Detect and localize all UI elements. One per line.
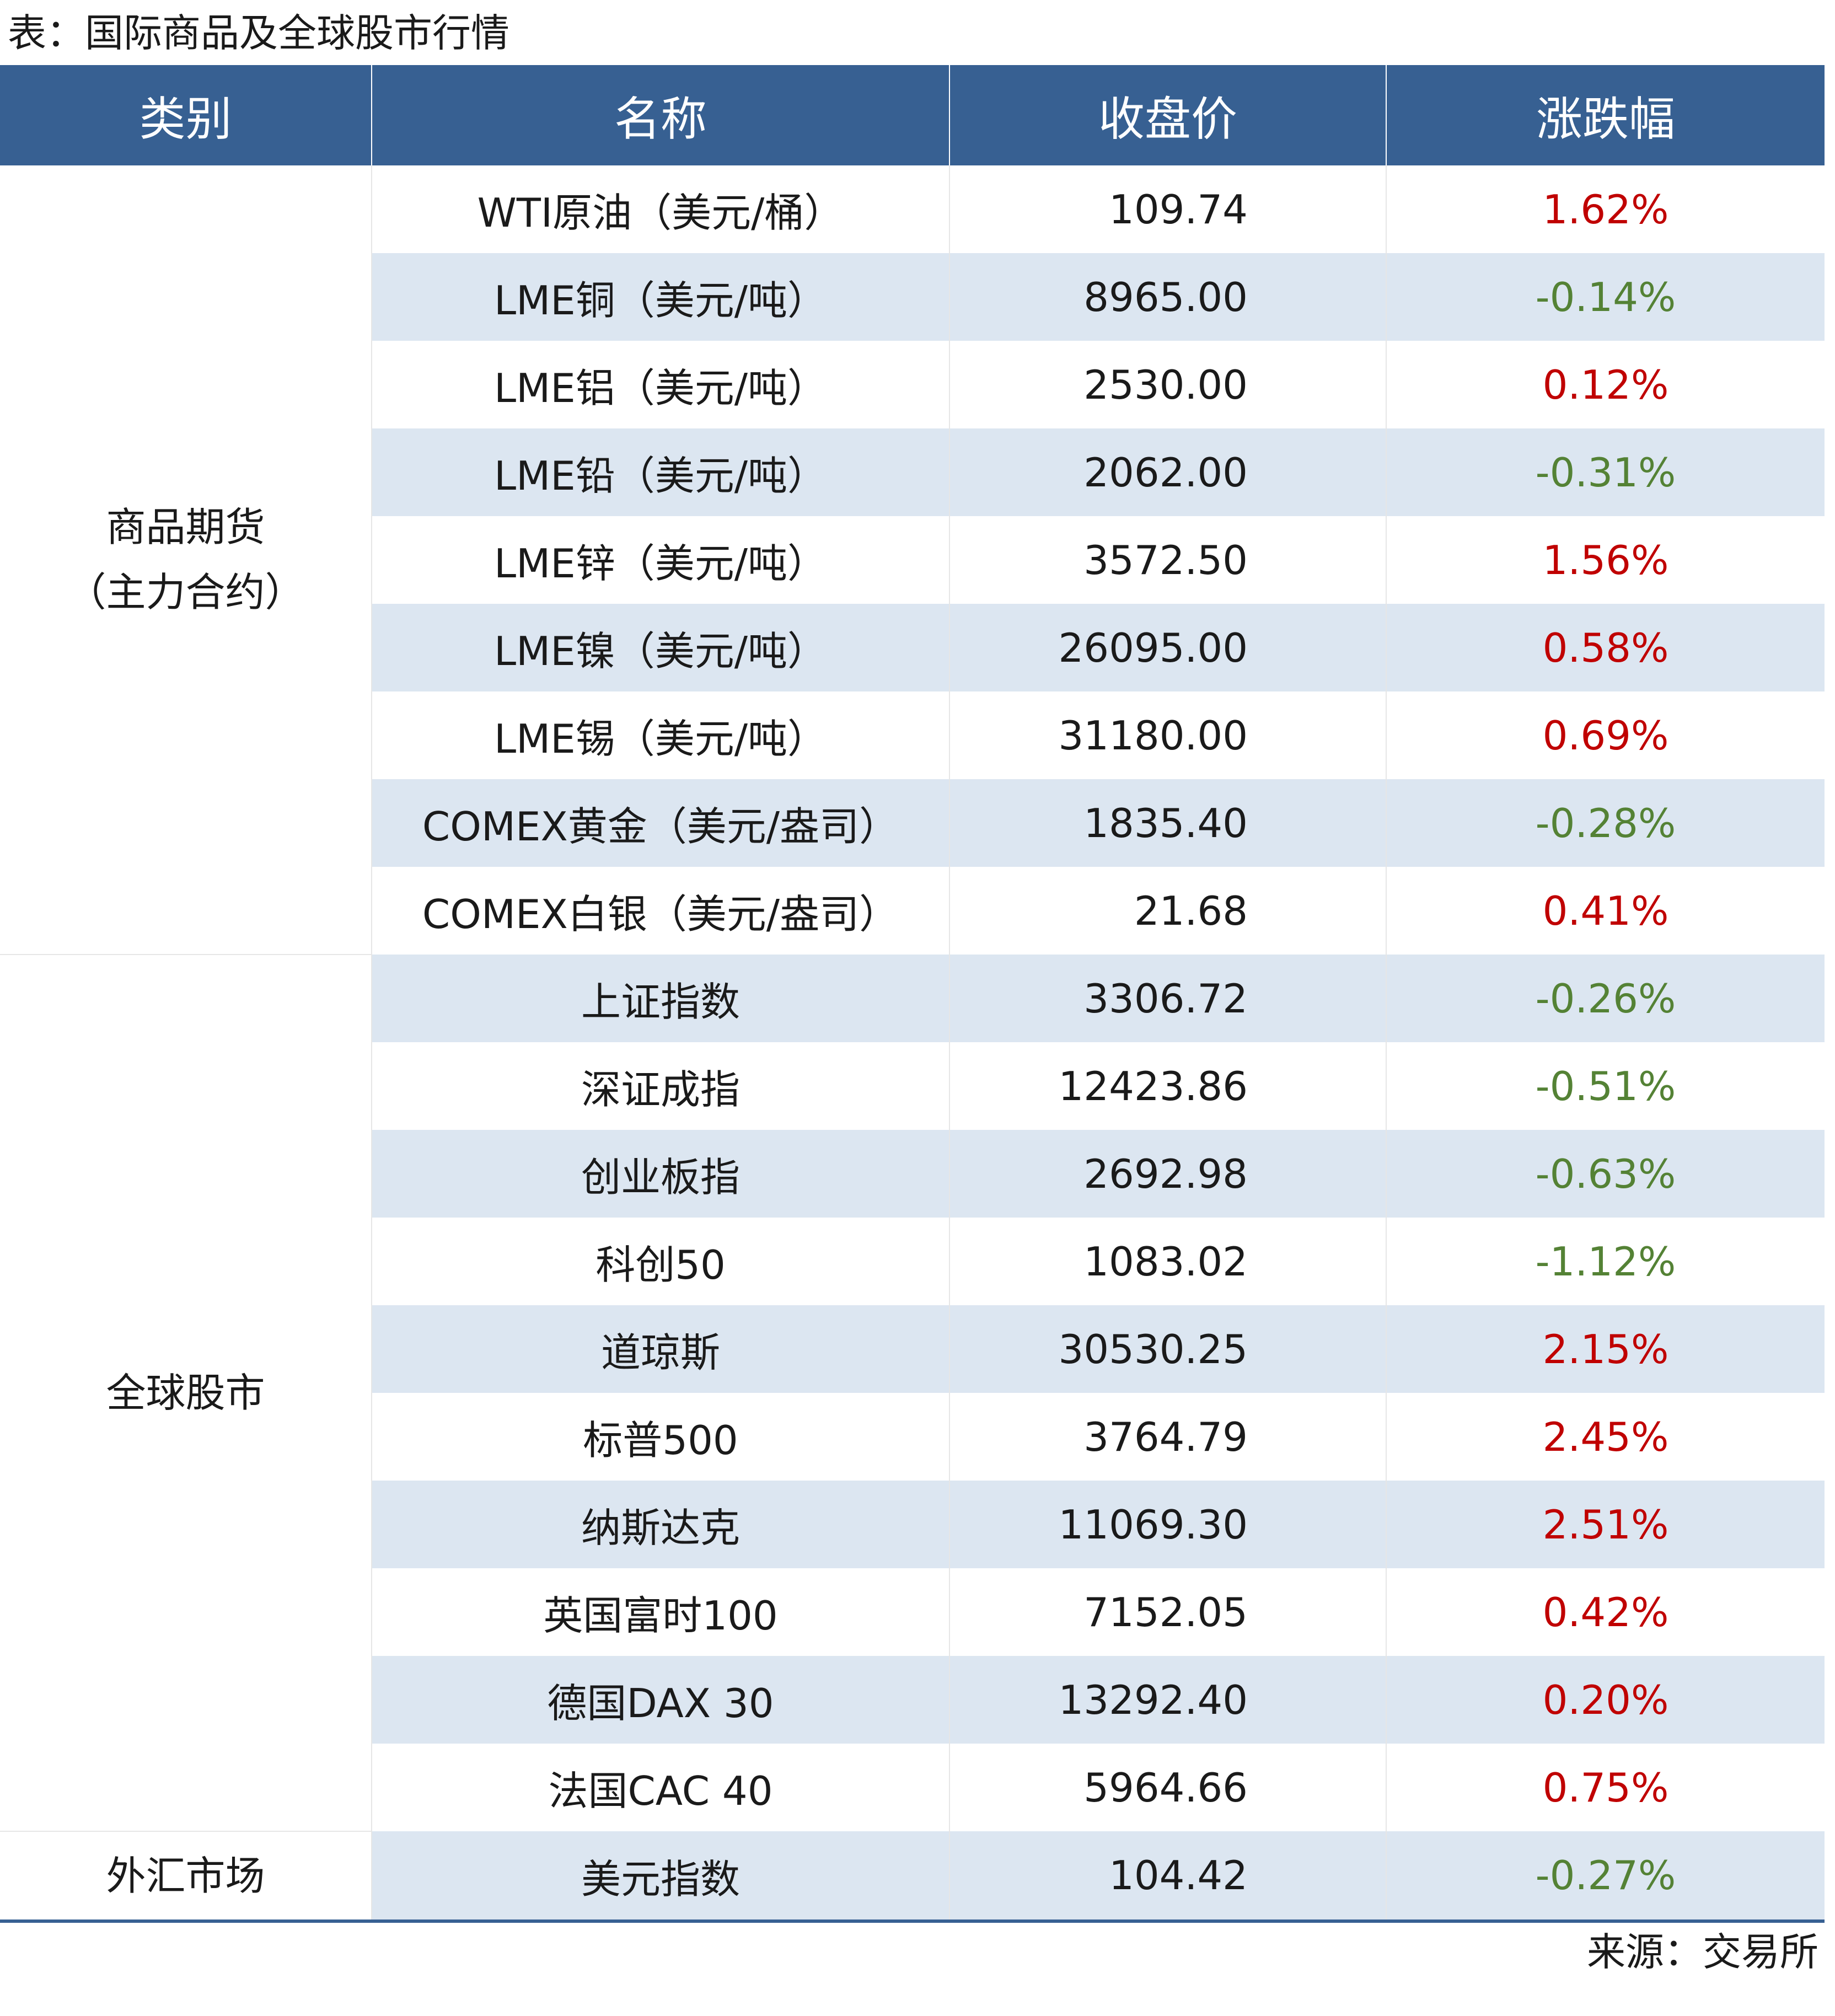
category-cell: 外汇市场 xyxy=(0,1831,372,1923)
instrument-name: LME锡（美元/吨） xyxy=(372,691,950,779)
instrument-name: 道琼斯 xyxy=(372,1305,950,1393)
closing-price: 2062.00 xyxy=(949,428,1387,516)
change-percent: 0.75% xyxy=(1542,1764,1669,1811)
instrument-name: 科创50 xyxy=(372,1218,950,1305)
header-name: 名称 xyxy=(372,65,950,165)
closing-price: 21.68 xyxy=(949,867,1387,955)
change-percent: 2.51% xyxy=(1386,1481,1825,1568)
instrument-name: LME镍（美元/吨） xyxy=(372,604,950,691)
table-row: 标普500 3764.79 2.45% xyxy=(0,1393,1825,1481)
closing-price: 3764.79 xyxy=(949,1393,1387,1481)
table-row: LME镍（美元/吨） 26095.00 0.58% xyxy=(0,604,1825,691)
closing-price: 104.42 xyxy=(949,1831,1387,1923)
change-percent: 0.69% xyxy=(1542,712,1669,759)
change-percent: 0.42% xyxy=(1542,1589,1669,1636)
closing-price: 1835.40 xyxy=(949,779,1387,867)
header-row: 类别 名称 收盘价 涨跌幅 xyxy=(0,65,1825,165)
change-percent: -1.12% xyxy=(1535,1238,1676,1285)
market-quotes-table: 类别 名称 收盘价 涨跌幅 商品期货 （主力合约） WTI原油（美元/桶） 109.… xyxy=(0,65,1825,1923)
table-row: LME铝（美元/吨） 2530.00 0.12% xyxy=(0,341,1825,428)
closing-price: 1083.02 xyxy=(949,1218,1387,1305)
instrument-name: 法国CAC 40 xyxy=(372,1744,950,1831)
table-row: 全球股市 上证指数 3306.72 -0.26% xyxy=(0,955,1825,1832)
table-row: 德国DAX 30 13292.40 0.20% xyxy=(0,1656,1825,1744)
table-body: 商品期货 （主力合约） WTI原油（美元/桶） 109.74 1.62% LME铜（美元… xyxy=(0,165,1825,1923)
change-percent: -0.31% xyxy=(1386,428,1825,516)
change-percent: 0.41% xyxy=(1542,887,1669,934)
change-percent: 2.45% xyxy=(1542,1413,1669,1460)
instrument-name: 德国DAX 30 xyxy=(372,1656,950,1744)
closing-price: 3572.50 xyxy=(949,516,1387,604)
closing-price: 3306.72 xyxy=(949,955,1387,1042)
table-row: 科创50 1083.02 -1.12% xyxy=(0,1218,1825,1305)
table-row: LME锌（美元/吨） 3572.50 1.56% xyxy=(0,516,1825,604)
closing-price: 7152.05 xyxy=(949,1568,1387,1656)
closing-price: 26095.00 xyxy=(949,604,1387,691)
table-row: 英国富时100 7152.05 0.42% xyxy=(0,1568,1825,1656)
change-percent: -0.28% xyxy=(1386,779,1825,867)
closing-price: 5964.66 xyxy=(949,1744,1387,1831)
table-row: 道琼斯 30530.25 2.15% xyxy=(0,1305,1825,1393)
closing-price: 31180.00 xyxy=(949,691,1387,779)
category-cell: 商品期货 （主力合约） xyxy=(0,165,372,955)
change-percent: -0.14% xyxy=(1386,253,1825,341)
table-row: 创业板指 2692.98 -0.63% xyxy=(0,1130,1825,1218)
table-row: LME铅（美元/吨） 2062.00 -0.31% xyxy=(0,428,1825,516)
table-row: COMEX黄金（美元/盎司） 1835.40 -0.28% xyxy=(0,779,1825,867)
instrument-name: COMEX黄金（美元/盎司） xyxy=(372,779,950,867)
closing-price: 2530.00 xyxy=(949,341,1387,428)
instrument-name: COMEX白银（美元/盎司） xyxy=(372,867,950,955)
instrument-name: WTI原油（美元/桶） xyxy=(372,165,950,253)
change-percent: -0.27% xyxy=(1386,1831,1825,1923)
instrument-name: 英国富时100 xyxy=(372,1568,950,1656)
instrument-name: 纳斯达克 xyxy=(372,1481,950,1568)
category-cell: 全球股市 xyxy=(0,955,372,1832)
category-label: 外汇市场 xyxy=(106,1852,265,1899)
source-note: 来源：交易所 xyxy=(1587,1929,1818,1975)
change-percent: -0.63% xyxy=(1386,1130,1825,1218)
change-percent: 1.62% xyxy=(1542,186,1669,233)
table-row: 纳斯达克 11069.30 2.51% xyxy=(0,1481,1825,1568)
change-percent: 0.20% xyxy=(1386,1656,1825,1744)
header-change: 涨跌幅 xyxy=(1386,65,1825,165)
change-percent: -0.51% xyxy=(1535,1063,1676,1109)
table-title: 表：国际商品及全球股市行情 xyxy=(8,10,509,56)
instrument-name: LME铜（美元/吨） xyxy=(372,253,950,341)
category-label: 商品期货 （主力合约） xyxy=(66,504,305,615)
instrument-name: 创业板指 xyxy=(372,1130,950,1218)
closing-price: 12423.86 xyxy=(949,1042,1387,1130)
table-row: 外汇市场 美元指数 104.42 -0.27% xyxy=(0,1831,1825,1923)
instrument-name: 标普500 xyxy=(372,1393,950,1481)
closing-price: 30530.25 xyxy=(949,1305,1387,1393)
table-row: LME锡（美元/吨） 31180.00 0.69% xyxy=(0,691,1825,779)
closing-price: 11069.30 xyxy=(949,1481,1387,1568)
closing-price: 109.74 xyxy=(949,165,1387,253)
table-row: 深证成指 12423.86 -0.51% xyxy=(0,1042,1825,1130)
instrument-name: 深证成指 xyxy=(372,1042,950,1130)
header-category: 类别 xyxy=(0,65,372,165)
instrument-name: 上证指数 xyxy=(372,955,950,1042)
table-row: LME铜（美元/吨） 8965.00 -0.14% xyxy=(0,253,1825,341)
table-row: COMEX白银（美元/盎司） 21.68 0.41% xyxy=(0,867,1825,955)
instrument-name: LME铅（美元/吨） xyxy=(372,428,950,516)
change-percent: -0.26% xyxy=(1386,955,1825,1042)
change-percent: 2.15% xyxy=(1386,1305,1825,1393)
change-percent: 1.56% xyxy=(1542,537,1669,583)
instrument-name: LME铝（美元/吨） xyxy=(372,341,950,428)
header-close: 收盘价 xyxy=(949,65,1387,165)
closing-price: 8965.00 xyxy=(949,253,1387,341)
instrument-name: LME锌（美元/吨） xyxy=(372,516,950,604)
category-label: 全球股市 xyxy=(106,1370,265,1416)
instrument-name: 美元指数 xyxy=(372,1831,950,1923)
table-row: 法国CAC 40 5964.66 0.75% xyxy=(0,1744,1825,1831)
table-row: 商品期货 （主力合约） WTI原油（美元/桶） 109.74 1.62% xyxy=(0,165,1825,955)
closing-price: 2692.98 xyxy=(949,1130,1387,1218)
change-percent: 0.12% xyxy=(1542,361,1669,408)
closing-price: 13292.40 xyxy=(949,1656,1387,1744)
change-percent: 0.58% xyxy=(1386,604,1825,691)
